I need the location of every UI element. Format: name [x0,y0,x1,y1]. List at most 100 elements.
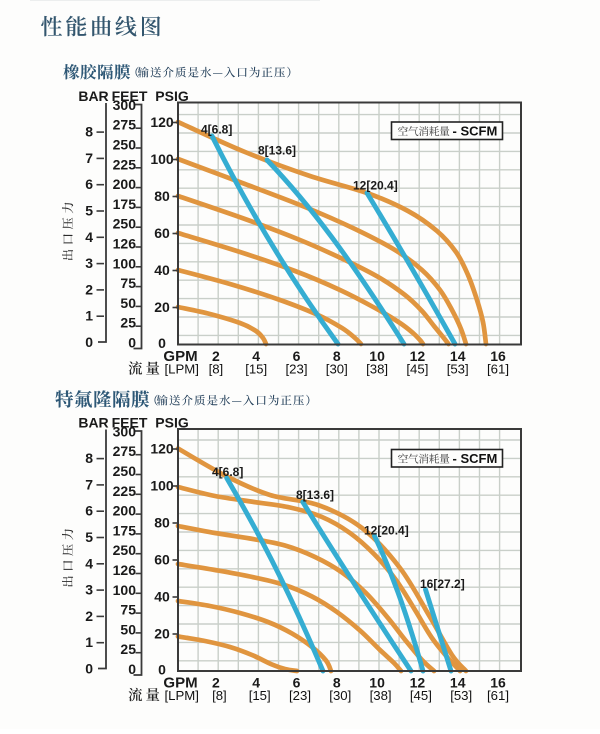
svg-text:[30]: [30] [326,362,348,377]
svg-text:[8]: [8] [212,688,227,703]
svg-text:275: 275 [113,443,137,459]
svg-text:[53]: [53] [447,362,469,377]
svg-text:FEET: FEET [112,415,148,431]
svg-text:0: 0 [158,335,166,351]
svg-text:4[6.8]: 4[6.8] [212,465,243,479]
svg-text:3: 3 [85,582,93,598]
svg-text:8: 8 [333,675,341,691]
svg-text:- SCFM: - SCFM [453,451,498,466]
svg-text:[23]: [23] [286,362,308,377]
svg-text:225: 225 [113,156,137,172]
svg-text:[30]: [30] [329,688,351,703]
svg-text:2: 2 [85,608,93,624]
svg-text:1: 1 [85,634,93,650]
svg-text:GPM: GPM [163,675,197,692]
svg-text:[38]: [38] [366,362,388,377]
svg-text:20: 20 [154,626,170,642]
svg-text:200: 200 [113,503,137,519]
svg-text:14: 14 [450,348,466,364]
svg-text:0: 0 [85,661,93,677]
svg-text:250: 250 [113,542,137,558]
svg-text:80: 80 [154,515,170,531]
svg-text:20: 20 [154,299,170,315]
svg-text:14: 14 [450,675,466,691]
svg-text:200: 200 [113,176,137,192]
svg-text:[23]: [23] [289,688,311,703]
svg-text:275: 275 [113,117,137,133]
svg-text:6: 6 [85,503,93,519]
svg-text:6: 6 [85,176,93,192]
svg-text:FEET: FEET [112,88,148,104]
svg-text:0: 0 [85,334,93,350]
svg-text:300: 300 [113,97,137,113]
svg-text:[8]: [8] [209,362,224,377]
svg-text:300: 300 [113,423,137,439]
svg-text:126: 126 [113,236,137,252]
svg-text:BAR: BAR [78,415,108,431]
svg-text:25: 25 [120,315,136,331]
svg-text:100: 100 [113,255,137,271]
svg-text:[15]: [15] [245,362,267,377]
svg-text:PSIG: PSIG [155,88,189,104]
svg-text:PSIG: PSIG [155,415,189,431]
svg-text:BAR: BAR [78,88,108,104]
svg-text:0: 0 [128,335,136,351]
svg-text:[15]: [15] [249,688,271,703]
svg-text:8: 8 [85,450,93,466]
svg-text:1: 1 [85,308,93,324]
svg-text:2: 2 [212,675,220,691]
svg-text:120: 120 [150,114,174,130]
svg-text:40: 40 [154,262,170,278]
svg-text:GPM: GPM [163,348,197,365]
svg-text:[53]: [53] [450,688,472,703]
svg-text:[45]: [45] [406,362,428,377]
svg-text:8: 8 [85,124,93,140]
svg-text:100: 100 [150,478,174,494]
svg-text:12[20.4]: 12[20.4] [364,524,409,538]
svg-text:4: 4 [85,229,93,245]
svg-text:2: 2 [212,348,220,364]
svg-text:10: 10 [369,348,385,364]
svg-text:225: 225 [113,483,137,499]
svg-text:3: 3 [85,255,93,271]
svg-text:100: 100 [113,582,137,598]
svg-text:4[6.8]: 4[6.8] [201,123,232,137]
svg-text:8[13.6]: 8[13.6] [258,144,296,158]
svg-text:[61]: [61] [487,688,509,703]
svg-text:50: 50 [120,621,136,637]
svg-text:60: 60 [154,552,170,568]
svg-text:5: 5 [85,529,93,545]
svg-text:75: 75 [120,275,136,291]
svg-text:175: 175 [113,196,137,212]
svg-text:[38]: [38] [370,688,392,703]
svg-text:75: 75 [120,602,136,618]
svg-text:8: 8 [333,348,341,364]
svg-text:40: 40 [154,589,170,605]
svg-text:4: 4 [252,348,260,364]
svg-text:[61]: [61] [487,362,509,377]
svg-text:[45]: [45] [410,688,432,703]
svg-text:12[20.4]: 12[20.4] [353,179,398,193]
svg-text:12: 12 [410,675,426,691]
svg-text:50: 50 [120,295,136,311]
svg-text:7: 7 [85,150,93,166]
svg-text:8[13.6]: 8[13.6] [296,488,334,502]
svg-text:80: 80 [154,188,170,204]
svg-text:4: 4 [252,675,260,691]
svg-text:6: 6 [293,675,301,691]
svg-text:2: 2 [85,281,93,297]
svg-text:250: 250 [113,137,137,153]
svg-text:126: 126 [113,562,137,578]
svg-text:250: 250 [113,463,137,479]
svg-text:6: 6 [293,348,301,364]
svg-text:16: 16 [490,348,506,364]
svg-text:10: 10 [369,675,385,691]
svg-text:60: 60 [154,225,170,241]
svg-text:250: 250 [113,216,137,232]
svg-text:0: 0 [158,662,166,678]
svg-text:7: 7 [85,476,93,492]
svg-text:16[27.2]: 16[27.2] [420,577,465,591]
svg-text:- SCFM: - SCFM [453,124,498,139]
svg-text:100: 100 [150,151,174,167]
svg-text:[LPM]: [LPM] [165,688,199,703]
